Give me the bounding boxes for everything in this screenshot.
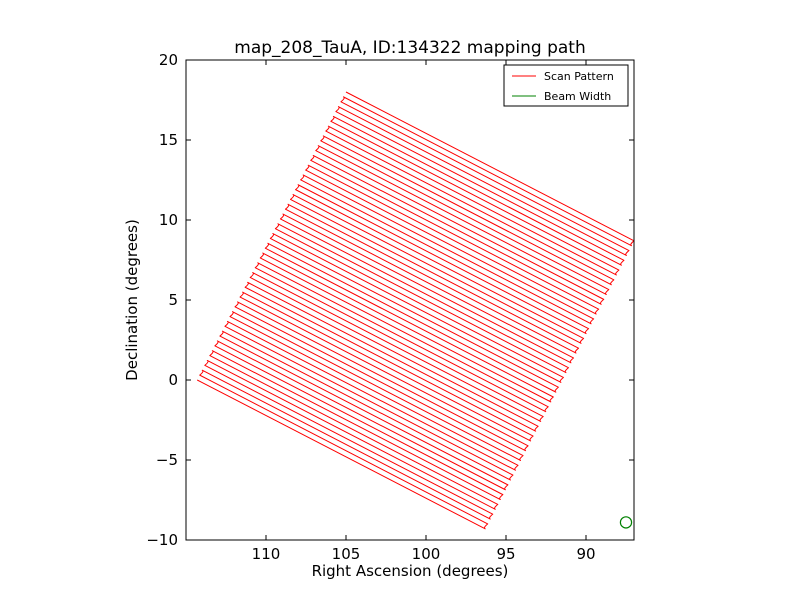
x-tick-label: 105 xyxy=(332,545,361,563)
x-tick-label: 95 xyxy=(496,545,515,563)
legend-label-scan-pattern: Scan Pattern xyxy=(544,70,614,83)
x-tick-label: 100 xyxy=(412,545,441,563)
y-tick-label: −5 xyxy=(156,451,178,469)
y-tick-label: −10 xyxy=(146,531,178,549)
y-tick-label: 5 xyxy=(168,291,178,309)
x-axis-ticks: 110 105 100 95 90 xyxy=(252,60,596,563)
scan-pattern-path xyxy=(196,91,634,530)
plot-area: 110 105 100 95 90 −10 −5 0 5 10 15 20 xyxy=(146,51,635,563)
chart-title: map_208_TauA, ID:134322 mapping path xyxy=(234,38,585,58)
x-axis-label: Right Ascension (degrees) xyxy=(312,562,509,580)
series-layer xyxy=(196,91,634,530)
x-tick-label: 90 xyxy=(576,545,595,563)
y-tick-label: 20 xyxy=(159,51,178,69)
y-tick-label: 0 xyxy=(168,371,178,389)
y-axis-label: Declination (degrees) xyxy=(123,219,141,381)
legend-label-beam-width: Beam Width xyxy=(544,90,611,103)
y-axis-ticks: −10 −5 0 5 10 15 20 xyxy=(146,51,634,549)
legend-box xyxy=(503,64,629,107)
beam-width-circle xyxy=(619,516,633,529)
y-tick-label: 15 xyxy=(159,131,178,149)
x-tick-label: 110 xyxy=(252,545,281,563)
y-tick-label: 10 xyxy=(159,211,178,229)
plot-frame xyxy=(185,59,635,541)
legend: Scan Pattern Beam Width xyxy=(503,64,629,107)
